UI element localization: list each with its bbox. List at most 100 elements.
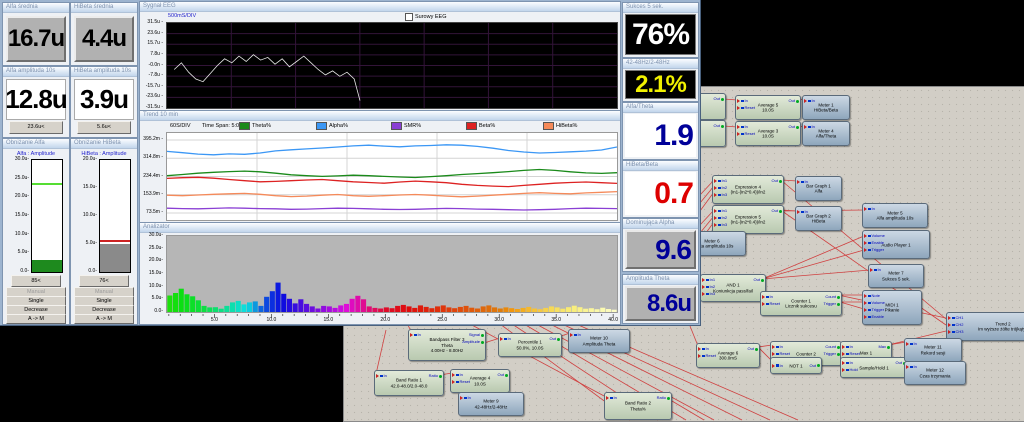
port-in-in[interactable]: In bbox=[772, 363, 783, 368]
port-in-ch1[interactable]: CH1 bbox=[948, 316, 964, 320]
port-in-ch2[interactable]: CH2 bbox=[948, 323, 964, 327]
port-out-ratio[interactable]: Ratio bbox=[657, 396, 670, 400]
port-in-in[interactable]: In bbox=[606, 396, 617, 400]
node-band-ratio-2[interactable]: Band Ratio 2 Theta% In Ratio bbox=[604, 392, 672, 420]
hibeta-button-a-m[interactable]: A -> M bbox=[74, 314, 134, 324]
node-average-5[interactable]: Average 5 10.0S In Reset Out bbox=[735, 95, 801, 120]
port-out-count[interactable]: Count bbox=[825, 295, 840, 299]
alfa-button-a-m[interactable]: A -> M bbox=[6, 314, 66, 324]
port-in-volume[interactable]: Volume bbox=[864, 234, 885, 238]
node-expression-5[interactable]: Expression 5 (in1-(in2*0.4))/in2 In1 In2 In3… bbox=[712, 205, 784, 234]
port-in-hold[interactable]: Hold bbox=[842, 368, 858, 372]
node-bar-graph-1[interactable]: Bar Graph 1 Alfa In bbox=[795, 176, 842, 201]
port-in-in[interactable]: In bbox=[376, 374, 387, 378]
port-out-amplitude[interactable]: Amplitude bbox=[462, 340, 484, 344]
port-in-in[interactable]: In bbox=[460, 396, 471, 400]
port-out-out[interactable]: Out bbox=[550, 337, 560, 341]
port-out-out[interactable]: Out bbox=[498, 373, 508, 377]
node-meter-1[interactable]: Meter 1 HiBeta/Beta In bbox=[802, 95, 850, 120]
port-in-volume[interactable]: Volume bbox=[864, 301, 885, 305]
port-out-count[interactable]: Count bbox=[825, 345, 840, 349]
node-midi-1[interactable]: MIDI 1 Pikanie Note Volume Trigger Enable bbox=[862, 290, 922, 325]
port-in-in1[interactable]: In1 bbox=[714, 179, 727, 183]
port-in-ch3[interactable]: CH3 bbox=[948, 330, 964, 334]
port-in-in3[interactable]: In3 bbox=[714, 193, 727, 197]
node-meter-12[interactable]: Meter 12 Czas trzymania In bbox=[904, 361, 966, 385]
port-in-reset[interactable]: Reset bbox=[737, 132, 755, 136]
node-audio-player-1[interactable]: Audio Player 1 Volume Enable Trigger bbox=[862, 230, 930, 259]
port-in-in1[interactable]: In1 bbox=[714, 209, 727, 213]
alfa-percent-button[interactable]: 85< bbox=[11, 275, 61, 287]
port-out-ratio[interactable]: Ratio bbox=[429, 374, 442, 378]
node-expression-4[interactable]: Expression 4 (in1-(in2*0.4))/in2 In1 In2 In3… bbox=[712, 175, 784, 204]
hibeta-threshold-button[interactable]: 5.6u< bbox=[77, 121, 131, 134]
port-in-in[interactable]: In bbox=[804, 125, 815, 129]
node-average-4[interactable]: Average 4 10.0S In Reset Out bbox=[450, 369, 510, 393]
port-in-in[interactable]: In bbox=[906, 365, 917, 369]
port-in-reset[interactable]: Reset bbox=[452, 380, 470, 384]
node-not-1[interactable]: NOT 1 In Out bbox=[770, 357, 822, 374]
node-percentile-1[interactable]: Percentile 1 50.0%, 10.0S In Out bbox=[498, 333, 562, 357]
port-in-trigger[interactable]: Trigger bbox=[864, 248, 884, 252]
port-out-out[interactable]: Out bbox=[714, 124, 724, 128]
node-average-6[interactable]: Average 6 300.0mS In Reset Out bbox=[696, 343, 760, 368]
port-in-in[interactable]: In bbox=[870, 268, 881, 272]
port-out-max[interactable]: Max bbox=[878, 345, 890, 349]
surowy-eeg-checkbox[interactable]: Surowy EEG bbox=[405, 13, 446, 21]
port-in-reset[interactable]: Reset bbox=[698, 354, 716, 358]
port-in-in[interactable]: In bbox=[842, 361, 853, 365]
port-in-in1[interactable]: In1 bbox=[702, 278, 715, 282]
node-band-ratio-1[interactable]: Band Ratio 1 42.0-48.0/2.0-48.0 In Ratio bbox=[374, 370, 444, 396]
port-out-out[interactable]: Out bbox=[772, 179, 782, 183]
port-in-in[interactable]: In bbox=[772, 345, 783, 349]
node-bandpass-filter-3[interactable]: Bandpass Filter 3 Theta 4.00Hz - 8.00Hz In S… bbox=[408, 329, 486, 361]
port-in-in[interactable]: In bbox=[570, 333, 581, 337]
node-trend-2[interactable]: Trend 2 Im wyższe żółte trójkąty t CH1 CH2 C… bbox=[946, 312, 1024, 341]
node-meter-7[interactable]: Meter 7 Sukces 5 sek. In bbox=[868, 264, 924, 288]
node-meter-10[interactable]: Meter 10 Amplituda Theta In bbox=[568, 329, 630, 353]
node-average-3[interactable]: Average 3 10.0S In Reset Out bbox=[735, 121, 801, 146]
port-out-out[interactable]: Out bbox=[772, 209, 782, 213]
port-in-in[interactable]: In bbox=[797, 210, 808, 214]
port-in-enable[interactable]: Enable bbox=[864, 315, 884, 319]
port-in-in[interactable]: In bbox=[762, 295, 773, 299]
port-in-note[interactable]: Note bbox=[864, 294, 880, 298]
port-in-enable[interactable]: Enable bbox=[864, 241, 884, 245]
port-in-reset[interactable]: Reset bbox=[737, 106, 755, 110]
threshold-line[interactable] bbox=[32, 182, 62, 185]
port-out-trigger[interactable]: Trigger bbox=[823, 302, 840, 306]
port-out-trigger[interactable]: Trigger bbox=[823, 352, 840, 356]
port-in-in3[interactable]: In3 bbox=[714, 223, 727, 227]
port-in-in[interactable]: In bbox=[864, 207, 875, 211]
port-in-in[interactable]: In bbox=[410, 333, 421, 337]
port-in-reset[interactable]: Reset bbox=[772, 352, 790, 356]
port-in-in[interactable]: In bbox=[797, 180, 808, 184]
port-out-out[interactable]: Out bbox=[748, 347, 758, 351]
port-in-in[interactable]: In bbox=[906, 342, 917, 346]
port-in-in[interactable]: In bbox=[737, 125, 748, 129]
node-counter-1[interactable]: Counter 1 Licznik sukcesu In Reset Count Trig… bbox=[760, 291, 842, 316]
port-out-out[interactable]: Out bbox=[789, 99, 799, 103]
node-meter-4[interactable]: Meter 4 Alfa/Theta In bbox=[802, 121, 850, 146]
hibeta-percent-button[interactable]: 76< bbox=[79, 275, 129, 287]
port-out-out[interactable]: Out bbox=[714, 97, 724, 101]
node-meter-9[interactable]: Meter 9 42-48Hz/2-48Hz In bbox=[458, 392, 524, 416]
port-out-out[interactable]: Out bbox=[789, 125, 799, 129]
port-out-out[interactable]: Out bbox=[810, 363, 820, 368]
port-in-in2[interactable]: In2 bbox=[714, 186, 727, 190]
port-in-reset[interactable]: Reset bbox=[842, 352, 860, 356]
port-in-in3[interactable]: In3 bbox=[702, 292, 715, 296]
port-out-out[interactable]: Out bbox=[754, 278, 764, 282]
threshold-line[interactable] bbox=[100, 239, 130, 242]
port-in-in2[interactable]: In2 bbox=[702, 285, 715, 289]
node-meter-5[interactable]: Meter 5 Alfa amplituda 10s In bbox=[862, 203, 928, 228]
port-in-in2[interactable]: In2 bbox=[714, 216, 727, 220]
port-in-in[interactable]: In bbox=[698, 347, 709, 351]
node-and-1[interactable]: AND 1 Koniunkcja pass/fail In1 In2 In3 Out bbox=[700, 274, 766, 302]
port-in-in[interactable]: In bbox=[842, 345, 853, 349]
node-meter-11[interactable]: Meter 11 Rekord sesji In bbox=[904, 338, 962, 362]
port-in-reset[interactable]: Reset bbox=[762, 302, 780, 306]
alfa-threshold-button[interactable]: 23.6u< bbox=[9, 121, 63, 134]
port-in-in[interactable]: In bbox=[737, 99, 748, 103]
port-in-in[interactable]: In bbox=[500, 337, 511, 341]
